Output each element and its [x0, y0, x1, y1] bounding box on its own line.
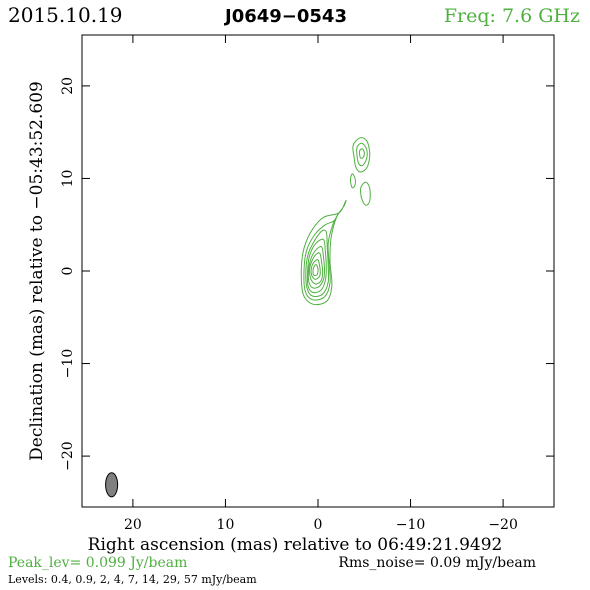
beam-layer: [105, 472, 119, 498]
y-tick-label: −20: [60, 441, 76, 471]
frequency-label: Freq: 7.6 GHz: [444, 5, 580, 27]
observation-date: 2015.10.19: [8, 3, 123, 27]
contour-core-4: [306, 238, 327, 294]
contour-core-29: [310, 259, 321, 280]
x-tick-label: 0: [314, 517, 323, 533]
contour-core-0.4: [300, 200, 347, 306]
contour-knot-A-0.4: [352, 137, 371, 173]
contour-core-2: [305, 229, 330, 298]
y-axis-label: Declination (mas) relative to −05:43:52.…: [27, 81, 47, 461]
contour-levels: Levels: 0.4, 0.9, 2, 4, 7, 14, 29, 57 mJ…: [8, 573, 257, 586]
peak-level: Peak_lev= 0.099 Jy/beam: [8, 555, 187, 571]
x-axis-label: Right ascension (mas) relative to 06:49:…: [88, 535, 503, 555]
contour-knot-C-0.4: [349, 173, 356, 189]
contour-knot-A-0.9: [356, 142, 368, 167]
contour-core-14: [309, 252, 324, 285]
x-tick-label: −20: [488, 517, 518, 533]
contour-core-57: [312, 264, 319, 276]
y-tick-label: 0: [60, 267, 76, 276]
contour-knot-A-2: [358, 148, 365, 159]
beam-ellipse: [105, 472, 119, 498]
y-tick-label: −10: [60, 349, 76, 379]
x-tick-label: −10: [396, 517, 426, 533]
rms-noise: Rms_noise= 0.09 mJy/beam: [338, 555, 536, 571]
axis-ticks: [82, 35, 554, 507]
x-tick-label: 10: [217, 517, 235, 533]
contour-layer: [300, 137, 371, 306]
plot-frame: [81, 34, 555, 508]
axis-tick-labels: 20 10 0 −10 −20 20 10 0 −10 −20: [60, 77, 518, 533]
x-tick-label: 20: [124, 517, 142, 533]
contour-core-0.9: [303, 213, 339, 301]
source-name: J0649−0543: [223, 6, 347, 27]
y-tick-label: 20: [60, 77, 76, 95]
y-tick-label: 10: [60, 170, 76, 188]
contour-core-7: [307, 246, 326, 289]
contour-knot-B-0.4: [360, 181, 371, 206]
